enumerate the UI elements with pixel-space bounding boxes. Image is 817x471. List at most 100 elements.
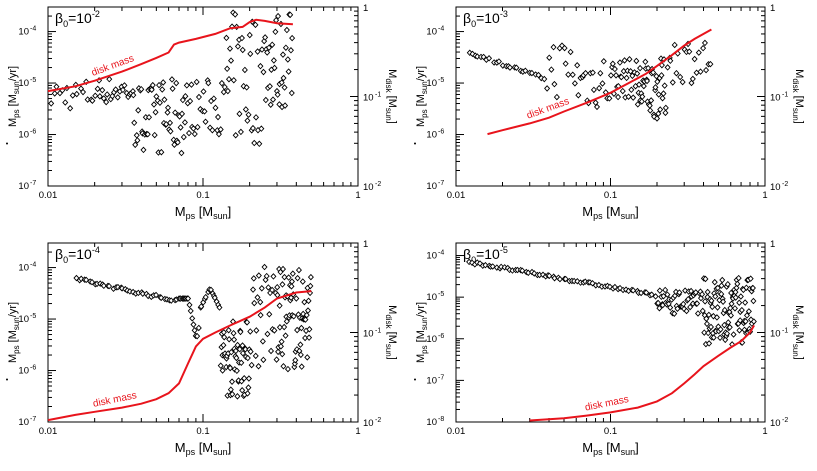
data-point <box>519 267 526 274</box>
data-point <box>565 71 572 78</box>
data-point <box>232 347 239 355</box>
x-tick-label: 0.1 <box>196 190 209 201</box>
data-point <box>299 278 306 285</box>
data-point <box>276 324 283 331</box>
data-point <box>233 367 240 375</box>
data-point <box>302 316 309 323</box>
data-point <box>737 317 744 324</box>
data-point <box>742 299 749 306</box>
data-point <box>229 390 236 398</box>
x-tick-label: 0.01 <box>39 190 58 201</box>
data-point <box>306 334 313 341</box>
data-point <box>247 348 254 355</box>
data-point <box>99 86 106 94</box>
data-point <box>218 79 225 87</box>
data-point <box>242 106 249 113</box>
data-point <box>742 318 749 325</box>
title-exp: -5 <box>500 245 508 255</box>
panel-2: 0.01 0.1 110 -710 -610 -510 -410 -210 -11β0=10-3… <box>414 3 805 221</box>
data-point <box>268 347 275 355</box>
data-point <box>615 93 622 101</box>
xlabel-sub2: sun <box>213 447 228 457</box>
x-axis-label: Mps [Msun] <box>582 440 639 457</box>
x-axis-label: Mps [Msun] <box>175 440 232 457</box>
data-point <box>662 109 669 117</box>
data-point <box>244 117 251 124</box>
title-mid: =10 <box>476 246 500 262</box>
ylabel-right-rest: [M <box>793 329 805 344</box>
y-tick-label-right: 10 <box>770 93 781 104</box>
panel-title: β0=10-5 <box>463 245 508 265</box>
data-point <box>168 76 175 83</box>
y-tick-label-right: 10 <box>363 93 374 104</box>
data-point <box>252 21 259 29</box>
panel-title: β0=10-4 <box>55 245 100 265</box>
data-point <box>660 90 667 97</box>
data-point <box>227 364 234 372</box>
y-tick-exponent-right: -2 <box>375 417 381 424</box>
ylabel-left-sub2: sun <box>12 81 21 94</box>
y-tick-label-right: 10 <box>363 418 374 429</box>
data-point <box>237 328 244 336</box>
data-point <box>703 320 711 328</box>
data-point <box>284 56 291 63</box>
data-point <box>489 263 496 270</box>
data-point <box>522 67 529 75</box>
data-point <box>294 326 301 334</box>
data-point <box>259 338 266 345</box>
data-point <box>498 263 505 271</box>
data-point <box>238 34 245 42</box>
data-point <box>156 81 163 89</box>
x-axis-ticks <box>47 7 359 186</box>
data-point <box>179 110 186 118</box>
data-point <box>711 278 718 286</box>
data-point <box>539 271 547 279</box>
y-tick-label-left: 10 <box>426 181 437 192</box>
data-point <box>273 356 280 363</box>
ylabel-left-sub2: sun <box>420 81 429 94</box>
data-point <box>278 79 285 86</box>
data-point <box>303 311 310 319</box>
data-point <box>551 80 558 88</box>
data-point <box>134 137 141 144</box>
xlabel-end: ] <box>635 204 639 219</box>
data-point <box>701 39 708 47</box>
data-point <box>293 346 300 353</box>
data-point <box>247 50 254 58</box>
x-tick-label: 1 <box>762 190 767 201</box>
ylabel-left-end: /yr] <box>415 66 427 81</box>
data-point <box>726 324 733 331</box>
data-point <box>694 310 702 317</box>
data-point <box>231 336 238 343</box>
data-point <box>234 43 241 50</box>
data-point <box>639 93 646 100</box>
data-point <box>712 293 719 300</box>
data-point <box>189 315 196 322</box>
xlabel-sub: ps <box>186 211 196 221</box>
data-point <box>596 84 603 92</box>
data-point <box>179 96 186 104</box>
data-point <box>657 106 664 113</box>
data-point <box>114 94 121 101</box>
xlabel-rest: [M <box>195 204 213 219</box>
data-point <box>692 289 699 296</box>
data-point <box>164 109 171 116</box>
data-point <box>593 103 601 111</box>
data-point <box>177 124 184 131</box>
data-point <box>709 303 716 311</box>
data-point <box>269 286 276 294</box>
data-point <box>274 283 281 291</box>
y-tick-exponent-left: -4 <box>438 250 444 257</box>
data-point <box>94 85 101 93</box>
data-point <box>130 91 137 99</box>
data-point <box>279 350 286 358</box>
data-point <box>695 49 702 56</box>
data-point <box>718 282 725 289</box>
data-point <box>146 113 153 121</box>
data-point <box>241 66 248 74</box>
data-point <box>280 362 287 370</box>
y-tick-exponent-left: -6 <box>438 333 444 340</box>
data-point <box>264 49 271 56</box>
data-point <box>250 286 257 293</box>
data-point <box>650 69 657 76</box>
